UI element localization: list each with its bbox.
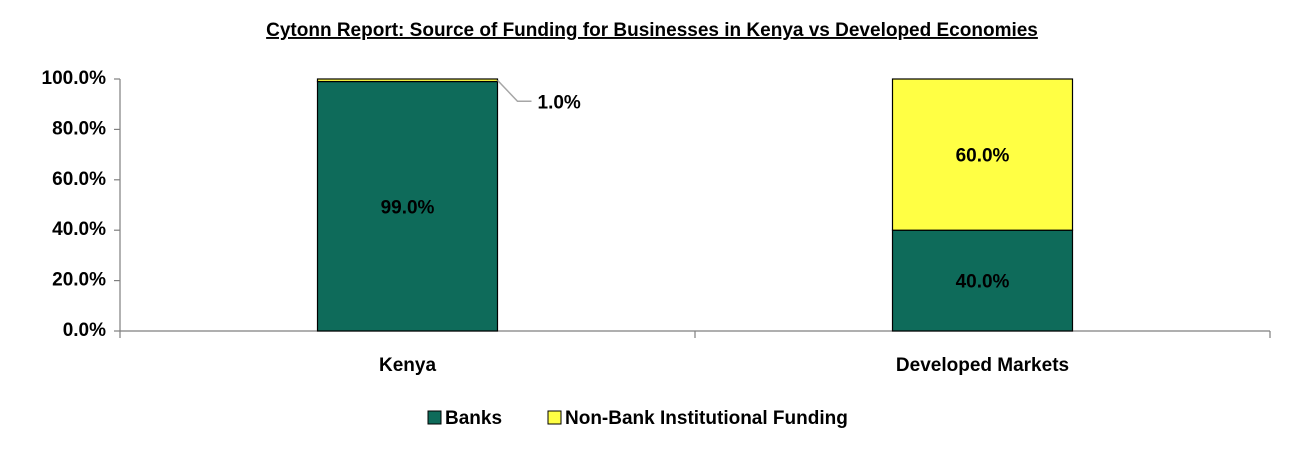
legend-swatch: [547, 410, 562, 425]
data-label: 1.0%: [538, 92, 581, 113]
y-tick-label: 100.0%: [42, 68, 107, 89]
legend-swatch: [427, 410, 442, 425]
bar-segment: [316, 80, 499, 332]
chart-title: Cytonn Report: Source of Funding for Bus…: [266, 20, 1038, 41]
legend-label: Non-Bank Institutional Funding: [565, 408, 848, 429]
bar-segment: [891, 229, 1074, 332]
bar-segment: [891, 78, 1074, 231]
y-tick-label: 0.0%: [63, 320, 106, 341]
y-tick-label: 40.0%: [52, 219, 106, 240]
leader-line: [496, 79, 532, 103]
y-tick-label: 80.0%: [52, 118, 106, 139]
bar-segment: [316, 78, 499, 83]
data-label: 99.0%: [381, 197, 435, 218]
data-label: 60.0%: [956, 146, 1010, 167]
x-tick-label: Kenya: [379, 355, 436, 376]
x-tick-label: Developed Markets: [896, 355, 1069, 376]
legend-label: Banks: [445, 408, 502, 429]
y-tick-label: 60.0%: [52, 169, 106, 190]
data-label: 40.0%: [956, 272, 1010, 293]
y-tick-label: 20.0%: [52, 270, 106, 291]
